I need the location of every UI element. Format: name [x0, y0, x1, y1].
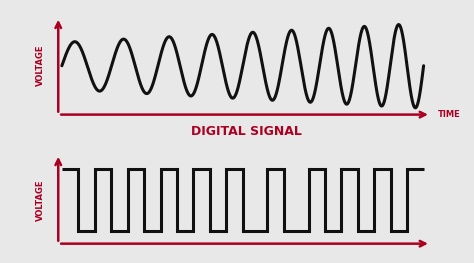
Text: TIME: TIME [438, 110, 461, 119]
Text: VOLTAGE: VOLTAGE [36, 180, 45, 221]
Text: DIGITAL SIGNAL: DIGITAL SIGNAL [191, 125, 302, 138]
Text: VOLTAGE: VOLTAGE [36, 45, 45, 87]
